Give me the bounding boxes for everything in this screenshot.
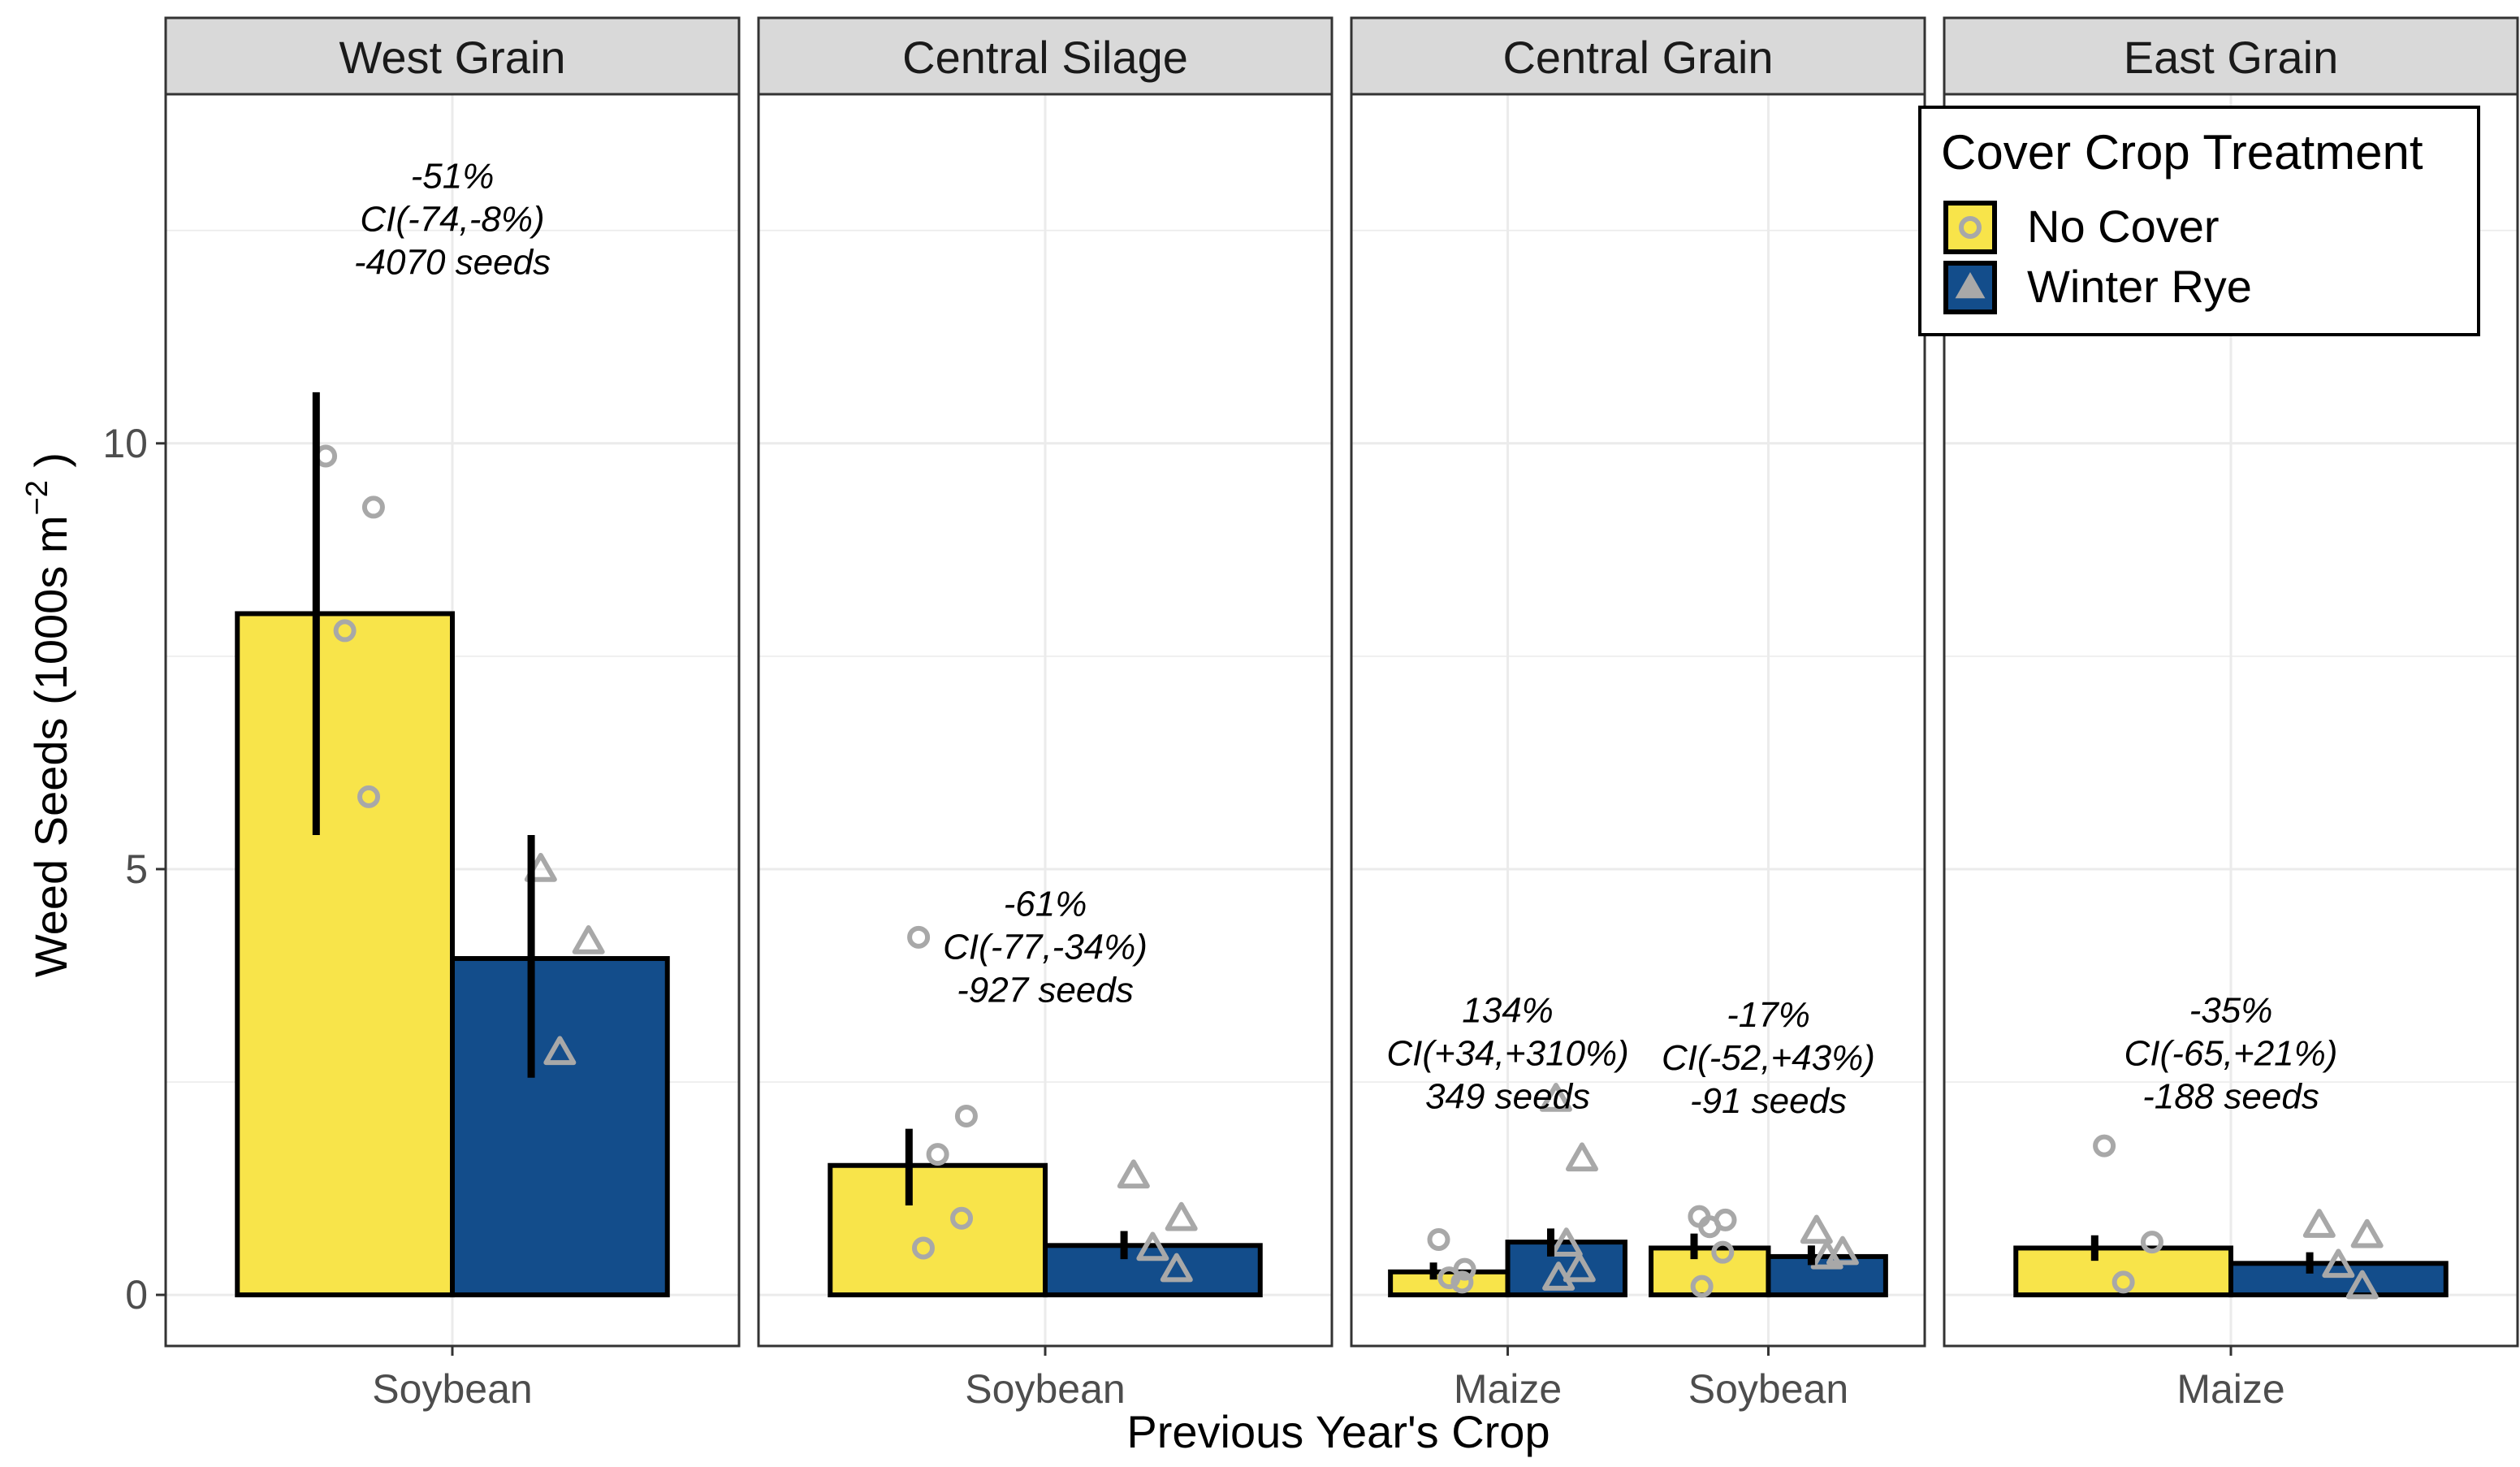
data-point — [361, 495, 385, 519]
legend-circle-symbol — [1959, 216, 1982, 239]
x-tick-label: Soybean — [1688, 1366, 1848, 1412]
data-point — [911, 1236, 935, 1260]
legend-title: Cover Crop Treatment — [1941, 125, 2423, 180]
data-point — [2093, 1134, 2116, 1158]
facet-panel: 134%CI(+34,+310%)349 seeds Maize -17%CI(-5… — [1350, 16, 1926, 1412]
facet-strip-title: Central Grain — [1502, 32, 1773, 83]
bar — [1043, 1243, 1263, 1298]
bar — [828, 1162, 1048, 1298]
legend-key — [1943, 201, 1997, 254]
x-axis-title: Previous Year's Crop — [1126, 1406, 1550, 1457]
y-axis-title: Weed Seeds (1000s m−2 ) — [20, 452, 76, 977]
y-axis-title-main: Weed Seeds (1000s m — [25, 515, 76, 977]
annotation-text: -17% — [1727, 995, 1810, 1035]
legend-triangle-symbol — [1955, 271, 1986, 299]
data-point — [1117, 1159, 1150, 1189]
facet-panel: -61% CI(-77,-34%) -927 seeds Soybean Central… — [757, 16, 1333, 1412]
annotation-text: -51% — [411, 156, 495, 196]
data-point — [1698, 1215, 1722, 1239]
facet-strip-title: East Grain — [2124, 32, 2339, 83]
annotation-text: CI(-65,+21%) — [2124, 1034, 2338, 1074]
data-point — [2140, 1231, 2163, 1254]
data-point — [1810, 1240, 1844, 1270]
data-point — [357, 785, 381, 808]
annotation-text: 349 seeds — [1425, 1077, 1590, 1117]
facet-strip-title: West Grain — [339, 32, 565, 83]
data-point — [1711, 1240, 1735, 1264]
data-point — [1563, 1253, 1596, 1283]
data-point — [1427, 1227, 1450, 1251]
legend-key — [1943, 261, 1997, 314]
data-point — [1450, 1270, 1474, 1294]
facet-strip — [757, 16, 1333, 96]
data-point — [926, 1143, 949, 1166]
data-point — [1160, 1253, 1193, 1283]
facet-strip — [164, 16, 741, 96]
data-point — [572, 925, 605, 954]
bar — [450, 956, 670, 1298]
data-point — [1165, 1201, 1198, 1231]
annotation-text: -61% — [1004, 885, 1087, 924]
y-axis: 0 5 10 — [102, 421, 166, 1318]
bar — [1388, 1269, 1511, 1298]
y-tick-label: 10 — [102, 421, 148, 466]
facet-strip — [1350, 16, 1926, 96]
data-point — [1542, 1261, 1576, 1291]
annotation-text: 134% — [1462, 991, 1554, 1031]
data-point — [1826, 1235, 1859, 1266]
data-point — [1136, 1231, 1169, 1261]
annotation-text: -35% — [2189, 991, 2273, 1031]
annotation-text: CI(-74,-8%) — [360, 199, 544, 239]
data-point — [543, 1036, 577, 1066]
facet-strip-title: Central Silage — [902, 32, 1188, 83]
annotation-text: -188 seeds — [2142, 1077, 2319, 1117]
x-tick-label: Soybean — [965, 1366, 1125, 1412]
data-point — [2302, 1209, 2336, 1238]
annotation-text: CI(-52,+43%) — [1662, 1038, 1875, 1078]
data-point — [950, 1206, 974, 1230]
data-point — [1800, 1214, 1833, 1244]
data-point — [1437, 1266, 1461, 1290]
data-point — [2112, 1270, 2135, 1294]
x-tick-label: Maize — [2176, 1366, 2284, 1412]
annotation-text: -91 seeds — [1690, 1081, 1847, 1121]
data-point — [1566, 1142, 1599, 1172]
data-point — [1550, 1227, 1583, 1257]
y-tick-label: 5 — [125, 846, 148, 892]
data-point — [1690, 1274, 1714, 1298]
data-point — [2350, 1218, 2384, 1248]
x-tick-label: Soybean — [372, 1366, 532, 1412]
panel-background — [1351, 94, 1925, 1346]
data-point — [907, 925, 931, 949]
y-axis-title-close: ) — [25, 452, 76, 480]
annotation-text: CI(-77,-34%) — [943, 928, 1148, 967]
data-point — [2322, 1248, 2355, 1279]
x-tick-label: Maize — [1454, 1366, 1562, 1412]
legend-label: Winter Rye — [2027, 261, 2252, 312]
annotation-text: -927 seeds — [957, 971, 1134, 1010]
data-point — [1539, 1082, 1572, 1112]
bar — [1766, 1253, 1888, 1298]
bar — [2228, 1261, 2449, 1298]
data-point — [333, 619, 357, 643]
bar — [235, 611, 455, 1298]
legend: Cover Crop Treatment No Cover Winter Rye — [1918, 106, 2480, 336]
data-point — [2345, 1270, 2379, 1300]
data-point — [954, 1104, 978, 1127]
facet-strip — [1943, 16, 2519, 96]
legend-box — [1918, 106, 2480, 336]
y-axis-title-superscript: −2 — [20, 480, 54, 515]
annotation-text: -4070 seeds — [354, 242, 551, 282]
facet-panel: -51%CI(-74,-8%)-4070 seeds Soybean West Gr… — [164, 16, 741, 1412]
y-tick-label: 0 — [125, 1272, 148, 1318]
annotation-text: CI(+34,+310%) — [1386, 1034, 1628, 1074]
legend-label: No Cover — [2027, 201, 2220, 252]
